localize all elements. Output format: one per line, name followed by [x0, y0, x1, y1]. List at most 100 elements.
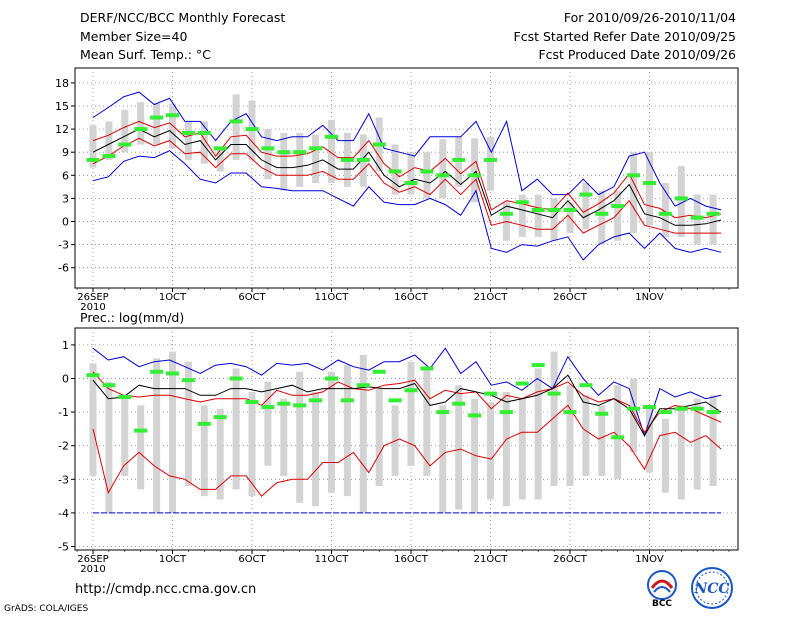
x-tick-label: 11OCT	[315, 554, 350, 565]
x-tick-label: 21OCT	[474, 292, 509, 303]
chart-title: DERF/NCC/BCC Monthly Forecast	[80, 10, 286, 25]
range-bar	[661, 418, 669, 493]
range-bar	[534, 368, 542, 500]
median-mark	[372, 142, 386, 147]
source-url[interactable]: http://cmdp.ncc.cma.gov.cn	[75, 582, 257, 597]
range-bar	[328, 371, 335, 493]
range-bar	[677, 166, 685, 237]
range-bar	[105, 121, 113, 160]
median-mark	[515, 381, 529, 386]
range-bar	[184, 121, 192, 160]
median-mark	[277, 150, 291, 155]
median-mark	[261, 405, 275, 410]
median-mark	[86, 157, 100, 162]
range-bar	[89, 363, 97, 476]
median-mark	[643, 405, 656, 410]
range-bar	[614, 190, 622, 241]
median-mark	[118, 394, 132, 399]
range-bar	[359, 354, 367, 513]
range-bar	[232, 94, 240, 160]
series-upper-line	[92, 120, 722, 219]
plot-frame	[74, 67, 739, 289]
median-mark	[484, 391, 497, 396]
range-bar	[614, 385, 622, 480]
range-bar	[709, 194, 717, 245]
ncc-logo-text: NCC	[693, 581, 729, 597]
range-bar	[232, 368, 240, 490]
y-tick-label: -1	[58, 406, 69, 419]
x-tick-label: 16OCT	[394, 554, 429, 565]
range-bar	[280, 132, 288, 191]
median-mark	[468, 173, 482, 178]
x-year-label: 2010	[80, 302, 105, 313]
range-bar	[184, 361, 192, 487]
x-tick-label: 26OCT	[553, 292, 588, 303]
bcc-logo: BCC	[647, 570, 677, 608]
median-mark	[674, 196, 688, 201]
median-mark	[229, 119, 243, 124]
median-mark	[166, 371, 179, 376]
median-mark	[245, 400, 259, 405]
median-mark	[611, 435, 625, 440]
median-mark	[706, 211, 720, 216]
bcc-logo-text: BCC	[652, 599, 672, 608]
precip-panel-title: Prec.: log(mm/d)	[80, 310, 184, 325]
range-bar	[137, 102, 145, 145]
grads-credit: GrADS: COLA/IGES	[4, 604, 89, 614]
median-mark	[404, 388, 418, 393]
range-bar	[343, 365, 351, 497]
median-mark	[197, 130, 211, 135]
series-mean-line	[92, 374, 722, 437]
median-mark	[356, 383, 370, 388]
median-mark	[547, 207, 561, 212]
range-bar	[312, 134, 320, 183]
x-tick-label: 6OCT	[238, 292, 266, 303]
median-mark	[150, 369, 164, 374]
range-bar	[518, 398, 526, 500]
median-mark	[102, 154, 116, 159]
range-bar	[137, 405, 145, 490]
range-bar	[502, 391, 510, 507]
median-mark	[325, 376, 338, 381]
median-mark	[340, 157, 354, 162]
median-mark	[150, 115, 164, 120]
median-mark	[388, 398, 402, 403]
x-tick-label: 1OCT	[159, 292, 187, 303]
y-tick-label: 12	[55, 123, 69, 136]
median-mark	[245, 127, 259, 132]
range-bar	[534, 194, 542, 237]
x-tick-label: 21OCT	[474, 554, 509, 565]
y-tick-label: -3	[58, 473, 69, 486]
range-bar	[646, 408, 653, 473]
range-bar	[693, 398, 701, 490]
y-tick-label: -4	[58, 507, 69, 520]
median-mark	[181, 378, 195, 383]
range-bar	[439, 139, 447, 199]
median-mark	[356, 157, 370, 162]
range-bar	[121, 395, 129, 476]
series-min-line	[92, 150, 722, 261]
median-mark	[627, 173, 641, 178]
median-mark	[309, 398, 323, 403]
range-bar	[709, 395, 717, 487]
median-mark	[388, 169, 402, 174]
precipitation-panel: -5 -4 -3 -2 -1 0 1 26SEP 1OCT 6OCT 11OCT 16OCT 21OCT…	[58, 310, 739, 575]
median-mark	[658, 211, 672, 216]
median-mark	[595, 211, 609, 216]
median-mark	[134, 127, 148, 132]
y-tick-label: 3	[62, 192, 69, 205]
x-tick-label: 11OCT	[315, 292, 350, 303]
range-bar	[487, 136, 494, 191]
range-bar	[169, 351, 176, 513]
range-bar	[407, 152, 415, 195]
range-bar	[216, 148, 224, 172]
range-bar	[121, 109, 129, 153]
range-bar	[677, 405, 685, 500]
range-bar	[89, 125, 97, 168]
x-tick-label: 26OCT	[553, 554, 588, 565]
median-mark	[658, 410, 672, 415]
range-bar	[312, 391, 320, 507]
range-bar	[264, 381, 272, 466]
median-mark	[579, 192, 593, 197]
range-bar	[598, 405, 606, 476]
